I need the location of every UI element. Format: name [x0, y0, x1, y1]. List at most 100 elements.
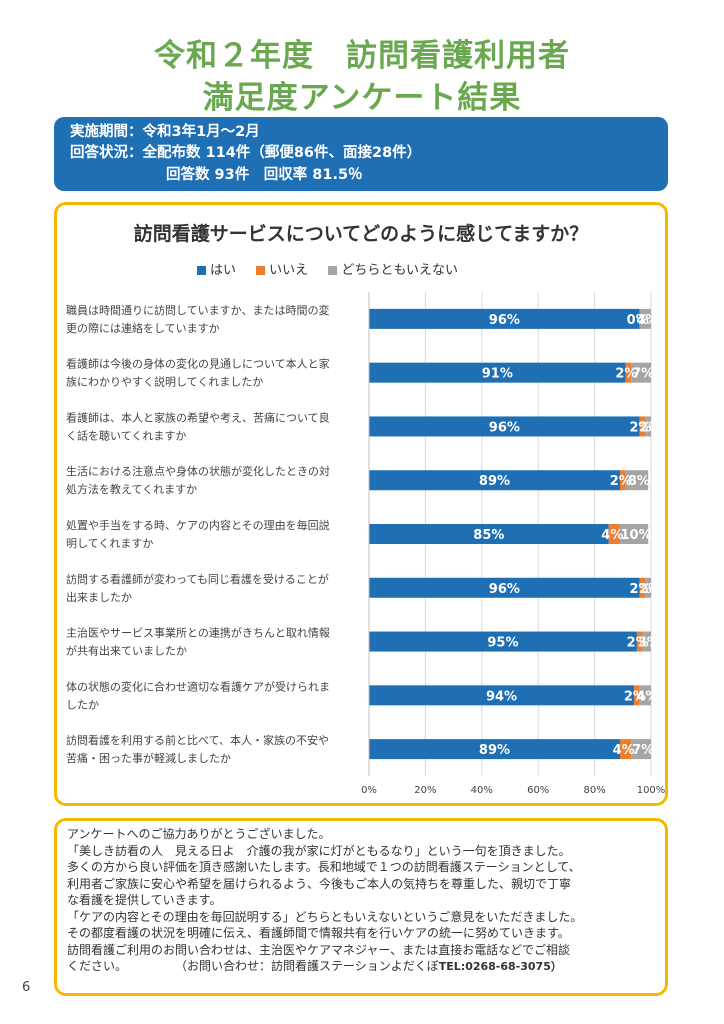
response-status: 回答状況：全配布数 114件（郵便86件、面接28件）: [70, 145, 422, 161]
bar-segment-no: [608, 524, 620, 544]
bar-segment-neutral: [619, 524, 649, 544]
data-label-neutral: 10%: [621, 528, 652, 543]
data-label-neutral: 2%: [639, 582, 661, 597]
message-box: アンケートへのご協力ありがとうございました。 「美しき訪看の人 見える日よ 介護…: [54, 818, 668, 996]
data-label-no: 2%: [627, 636, 649, 651]
page-number: 6: [22, 980, 31, 995]
category-label: 苦痛・困った事が軽減しましたか: [66, 751, 231, 765]
bar-segment-yes: [369, 362, 626, 383]
message-contact: ください。 （お問い合わせ：訪問看護ステーションよだくぼ: [67, 959, 439, 973]
bar-segment-yes: [369, 577, 640, 598]
x-tick-label: 60%: [527, 785, 549, 796]
x-tick-label: 40%: [471, 785, 493, 796]
bar-segment-no: [619, 739, 632, 760]
message-line: 利用者ご家族に安心や希望を届けられるよう、今後もご本人の気持ちを尊重した、親切で…: [67, 876, 572, 891]
message-line: その都度看護の状況を明確に伝え、看護師間で情報共有を行いケアの統一に努めていきま…: [67, 926, 570, 940]
data-label-neutral: 2%: [639, 420, 661, 435]
x-tick-label: 0%: [361, 785, 377, 796]
category-label: 主治医やサービス事業所との連携がきちんと取れ情報: [66, 626, 330, 640]
bar-segment-no: [639, 577, 646, 598]
bar-segment-neutral: [625, 470, 649, 491]
bar-segment-yes: [369, 524, 609, 544]
bar-segment-no: [639, 416, 646, 437]
bar-segment-yes: [369, 685, 635, 706]
data-label-yes: 89%: [479, 743, 510, 758]
bar-segment-neutral: [631, 362, 651, 383]
message-line: アンケートへのご協力ありがとうございました。: [67, 827, 331, 841]
bar-segment-no: [619, 470, 626, 491]
data-label-no: 2%: [610, 474, 632, 489]
bar-segment-no: [636, 631, 643, 652]
data-label-no: 0%: [627, 313, 649, 328]
legend-swatch-neutral: [328, 266, 338, 275]
data-label-yes: 85%: [473, 528, 504, 543]
message-line: 訪問看護ご利用のお問い合わせは、主治医やケアマネジャー、または直接お電話などでご…: [67, 942, 571, 957]
bar-segment-yes: [369, 739, 620, 760]
bar-segment-yes: [369, 308, 640, 329]
data-label-no: 2%: [624, 689, 646, 704]
category-label: 明してくれますか: [66, 537, 153, 550]
data-label-no: 4%: [613, 743, 635, 758]
bar-segment-neutral: [639, 308, 651, 329]
category-label: 更の際には連絡をしていますか: [66, 321, 220, 335]
data-label-yes: 95%: [487, 636, 518, 651]
legend-item-neutral: どちらともいえない: [328, 259, 458, 278]
data-label-neutral: 4%: [636, 689, 658, 704]
category-label: 看護師は今後の身体の変化の見通しについて本人と家: [66, 357, 330, 371]
page-title-line1: 令和２年度 訪問看護利用者: [154, 38, 570, 74]
stacked-bar-chart: 0% 20% 40% 60% 80% 100% 職員は時間通りに訪問していますか、または時間…: [66, 292, 665, 796]
data-label-neutral: 3%: [638, 636, 660, 651]
chart-legend: はい いいえ どちらともいえない: [197, 259, 474, 278]
bar-segment-neutral: [631, 739, 651, 760]
bar-segment-yes: [369, 416, 640, 437]
message-last-line: ください。 （お問い合わせ：訪問看護ステーションよだくぼTEL:0268-68-…: [67, 958, 655, 976]
bar-segment-yes: [369, 631, 637, 652]
category-label: 処置や手当をする時、ケアの内容とその理由を毎回説: [66, 518, 330, 532]
data-label-no: 2%: [630, 582, 652, 597]
survey-info-box: 実施期間：令和3年1月～2月 回答状況：全配布数 114件（郵便86件、面接28…: [54, 117, 668, 191]
chart-title: 訪問看護サービスについてどのように感じてますか？: [133, 223, 589, 245]
bar-segment-no: [625, 362, 632, 383]
page-title-line2: 満足度アンケート結果: [202, 80, 522, 116]
x-tick-label: 20%: [414, 785, 436, 796]
data-label-no: 2%: [630, 420, 652, 435]
data-label-neutral: 7%: [632, 743, 654, 758]
survey-period: 実施期間：令和3年1月～2月: [70, 124, 260, 140]
data-label-neutral: 7%: [632, 367, 654, 382]
legend-label-yes: はい: [210, 263, 237, 278]
response-count: 回答数 93件 回収率 81.5％: [166, 167, 363, 183]
bar-segment-no: [634, 685, 640, 706]
legend-label-no: いいえ: [269, 263, 309, 278]
data-label-yes: 96%: [489, 582, 520, 597]
data-label-neutral: 4%: [636, 313, 658, 328]
bar-segment-neutral: [642, 631, 651, 652]
phone-number: TEL:0268-68-3075）: [438, 960, 562, 973]
legend-swatch-yes: [197, 266, 206, 275]
bar-segment-neutral: [639, 685, 651, 706]
category-label: 職員は時間通りに訪問していますか、または時間の変: [66, 303, 329, 317]
bar-segment-neutral: [645, 577, 651, 598]
message-line: 多くの方から良い評価を頂き感謝いたします。長和地域で１つの訪問看護ステーションと…: [67, 860, 581, 874]
category-label: 看護師は、本人と家族の希望や考え、苦痛について良: [66, 410, 330, 424]
chart-panel: 訪問看護サービスについてどのように感じてますか？ はい いいえ どちらともいえな…: [54, 202, 668, 806]
data-label-neutral: 8%: [628, 474, 650, 489]
category-label: 生活における注意点や身体の状態が変化したときの対: [66, 464, 330, 478]
category-label: 族にわかりやすく説明してくれましたか: [66, 375, 263, 389]
legend-item-no: いいえ: [256, 259, 308, 278]
bar-segment-neutral: [645, 416, 651, 437]
category-label: したか: [66, 698, 99, 711]
category-label: 訪問看護を利用する前と比べて、本人・家族の不安や: [66, 733, 329, 747]
message-line: 「美しき訪看の人 見える日よ 介護の我が家に灯がともるなり」という一句を頂きまし…: [67, 843, 571, 858]
category-label: く話を聴いてくれますか: [66, 428, 186, 442]
data-label-yes: 91%: [482, 367, 513, 382]
category-label: 体の状態の変化に合わせ適切な看護ケアが受けられま: [66, 679, 330, 693]
x-tick-label: 100%: [637, 785, 665, 796]
data-label-no: 4%: [601, 528, 623, 543]
category-label: 出来ましたか: [66, 590, 132, 604]
data-label-yes: 94%: [486, 689, 517, 704]
data-label-yes: 96%: [489, 313, 520, 328]
legend-item-yes: はい: [197, 259, 236, 278]
legend-label-neutral: どちらともいえない: [341, 263, 459, 278]
legend-swatch-no: [256, 266, 266, 275]
data-label-yes: 89%: [479, 474, 510, 489]
